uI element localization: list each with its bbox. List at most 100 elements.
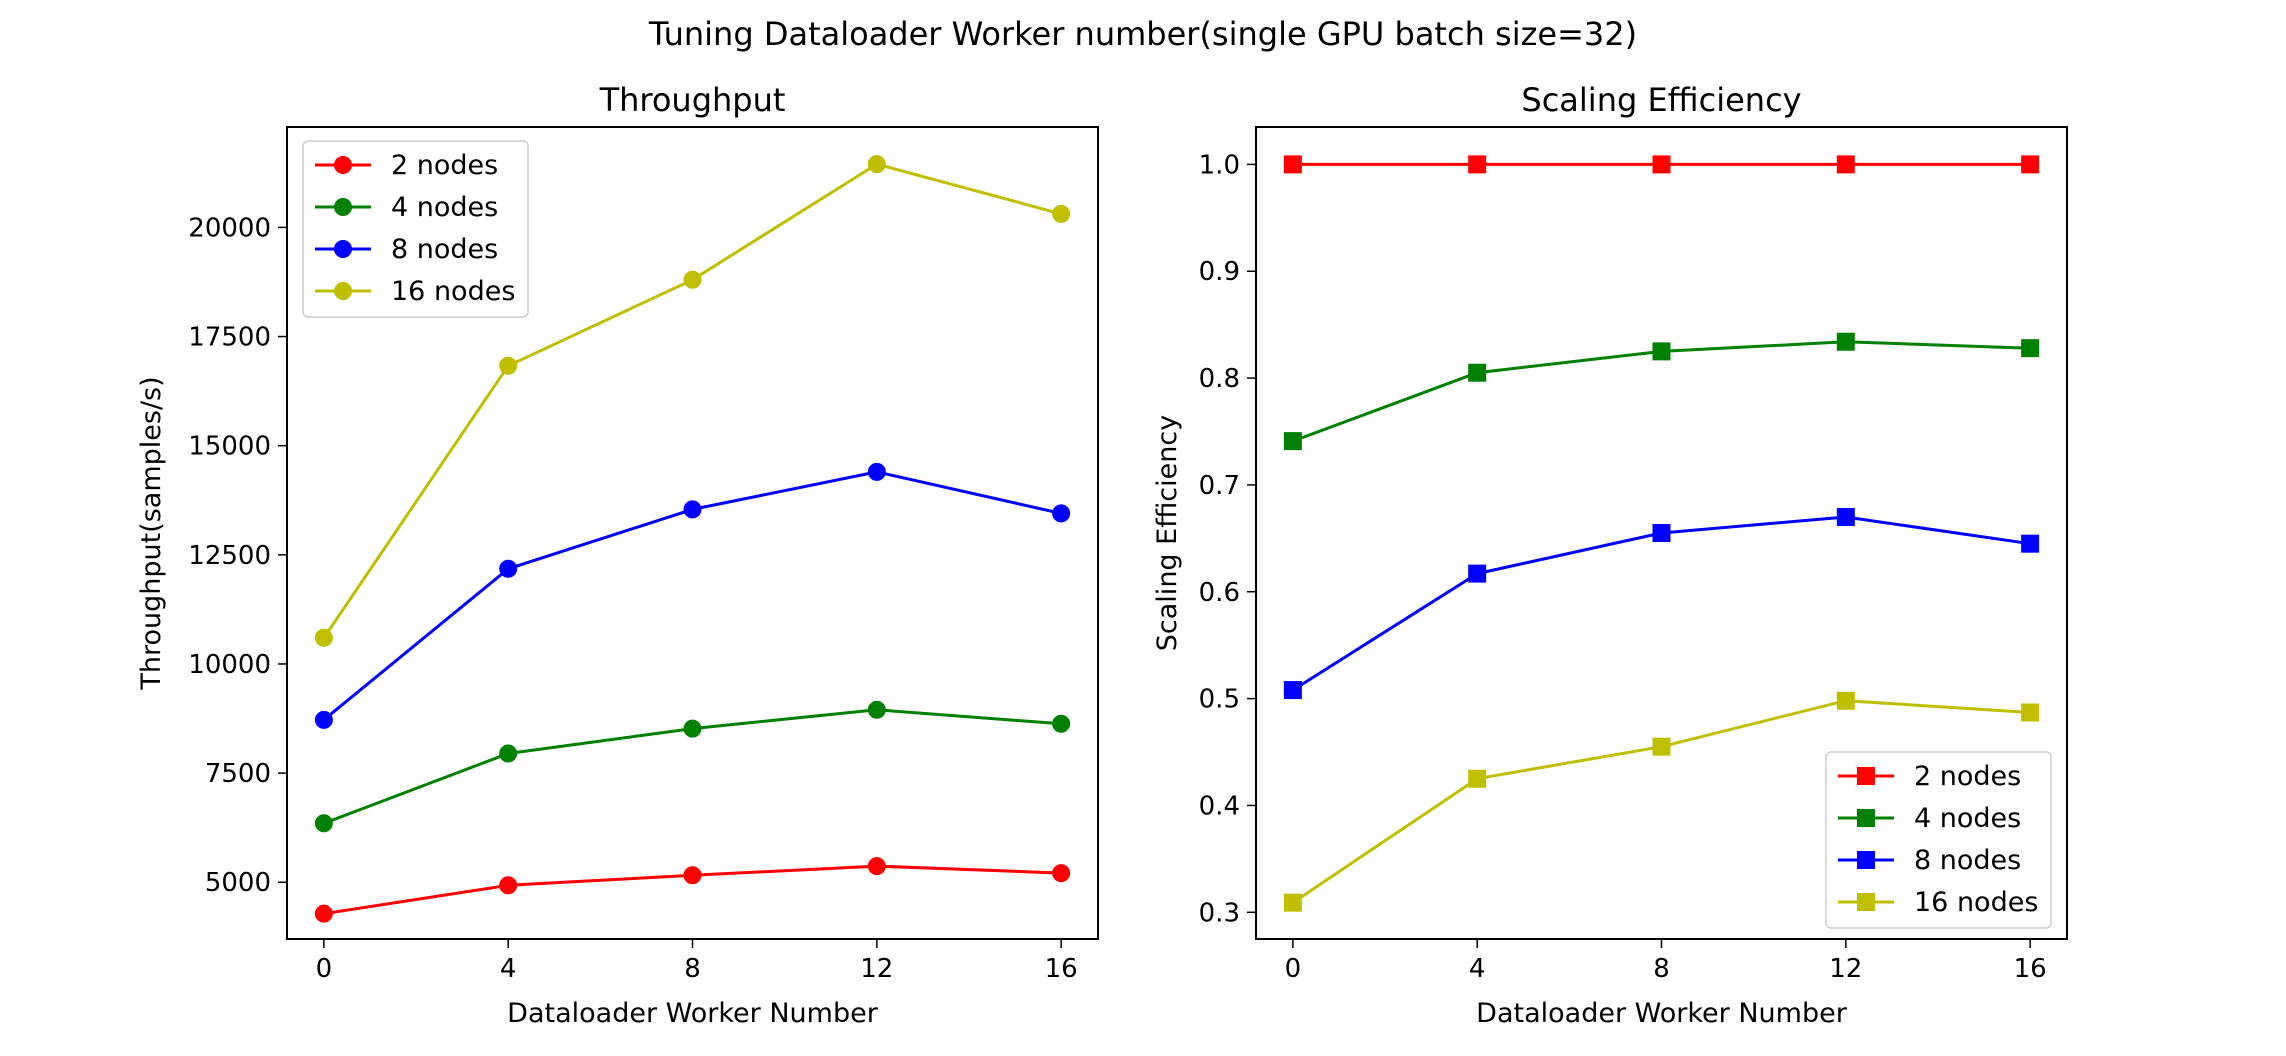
y-tick-label: 10000 — [188, 650, 271, 680]
legend-label: 2 nodes — [391, 150, 498, 181]
legend-entry: 16 nodes — [1838, 887, 2038, 918]
y-tick-label: 15000 — [188, 432, 271, 462]
data-point — [683, 270, 702, 289]
data-point — [867, 462, 886, 481]
data-point — [499, 559, 518, 578]
legend-marker — [334, 282, 352, 300]
y-tick-label: 0.5 — [1199, 685, 1240, 715]
data-point — [1283, 681, 1302, 700]
series-line — [1292, 515, 2031, 692]
y-tick-label: 0.6 — [1199, 578, 1240, 608]
data-point — [1468, 363, 1487, 382]
legend-marker — [334, 156, 352, 174]
subplot-throughput: Throughput 0 4 8 12 16 5000 7500 10000 12500 15000… — [136, 81, 1099, 1029]
y-tick-label: 0.3 — [1199, 898, 1240, 928]
data-point — [1652, 155, 1671, 174]
series-2-nodes — [1283, 155, 2040, 174]
legend-label: 4 nodes — [1914, 803, 2021, 834]
legend-entry: 8 nodes — [315, 234, 498, 265]
legend-marker — [1857, 767, 1875, 785]
x-tick-label: 12 — [1829, 954, 1862, 984]
data-point — [314, 710, 333, 729]
data-point — [1468, 155, 1487, 174]
x-tick-label: 8 — [684, 954, 701, 984]
y-tick-label: 17500 — [188, 323, 271, 353]
data-point — [1052, 504, 1071, 523]
legend-marker — [334, 240, 352, 258]
y-axis-label: Scaling Efficiency — [1152, 415, 1183, 651]
x-tick-label: 16 — [1045, 954, 1078, 984]
data-point — [1652, 342, 1671, 361]
data-point — [867, 155, 886, 174]
legend-entry: 4 nodes — [1838, 803, 2021, 834]
data-point — [499, 744, 518, 763]
y-tick-label: 20000 — [188, 213, 271, 243]
y-tick-label: 0.9 — [1199, 257, 1240, 287]
series-4-nodes — [1283, 332, 2040, 451]
data-point — [1283, 155, 1302, 174]
legend-box — [1825, 751, 2052, 929]
legend-label: 16 nodes — [391, 276, 515, 307]
x-tick-label: 0 — [316, 954, 333, 984]
x-axis-label: Dataloader Worker Number — [507, 998, 879, 1029]
legend-marker — [1857, 809, 1875, 827]
axes-frame — [286, 126, 1099, 940]
data-point — [867, 857, 886, 876]
x-axis-label: Dataloader Worker Number — [1476, 998, 1848, 1029]
data-point — [1836, 332, 1855, 351]
data-point — [1052, 864, 1071, 883]
y-tick-label: 0.7 — [1199, 471, 1240, 501]
legend-entry: 16 nodes — [315, 276, 515, 307]
series-8-nodes — [314, 462, 1071, 729]
x-tick-label: 12 — [860, 954, 893, 984]
series-4-nodes — [314, 700, 1071, 833]
data-point — [1652, 737, 1671, 756]
legend-entry: 4 nodes — [315, 192, 498, 223]
data-point — [1652, 524, 1671, 542]
y-tick-label: 12500 — [188, 541, 271, 571]
legend-label: 8 nodes — [391, 234, 498, 265]
y-tick-label: 5000 — [205, 868, 271, 898]
legend-entry: 2 nodes — [1838, 761, 2021, 792]
data-point — [1052, 204, 1071, 223]
x-tick-label: 8 — [1653, 954, 1670, 984]
figure-suptitle: Tuning Dataloader Worker number(single G… — [648, 15, 1637, 53]
series-16-nodes — [314, 155, 1071, 647]
data-point — [2021, 155, 2040, 174]
series-2-nodes — [314, 857, 1071, 923]
legend-label: 4 nodes — [391, 192, 498, 223]
legend-marker — [1857, 851, 1875, 869]
y-tick-label: 0.4 — [1199, 791, 1240, 821]
y-axis-label: Throughput(samples/s) — [136, 376, 167, 690]
data-point — [1468, 769, 1487, 788]
legend-label: 16 nodes — [1914, 887, 2038, 918]
series-16-nodes — [1283, 691, 2040, 912]
data-point — [1468, 564, 1487, 583]
legend-entry: 8 nodes — [1838, 845, 2021, 876]
data-point — [2021, 339, 2040, 358]
data-point — [1836, 507, 1855, 526]
subplot-title: Scaling Efficiency — [1521, 81, 1801, 119]
legend-label: 2 nodes — [1914, 761, 2021, 792]
data-point — [314, 904, 333, 923]
data-point — [1283, 893, 1302, 912]
series-8-nodes — [1283, 507, 2040, 700]
data-point — [683, 500, 702, 519]
data-point — [1836, 155, 1855, 174]
data-point — [683, 866, 702, 885]
legend-entry: 2 nodes — [315, 150, 498, 181]
data-point — [1836, 691, 1855, 710]
legend: 2 nodes 4 nodes 8 nodes 16 nodes — [302, 140, 529, 318]
x-tick-label: 0 — [1285, 954, 1302, 984]
subplot-title: Throughput — [599, 81, 786, 119]
data-point — [314, 814, 333, 833]
axes-frame — [1255, 126, 2068, 940]
data-point — [2021, 534, 2040, 553]
data-point — [1283, 432, 1302, 451]
data-point — [499, 356, 518, 375]
x-tick-label: 16 — [2014, 954, 2047, 984]
data-point — [683, 719, 702, 738]
y-tick-label: 7500 — [205, 759, 271, 789]
